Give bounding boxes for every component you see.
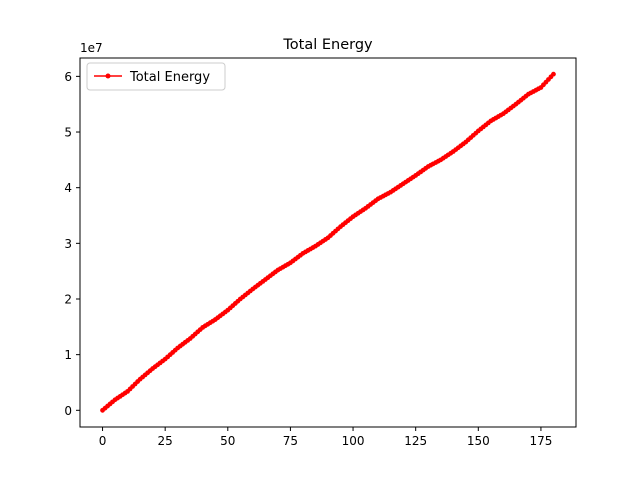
axes: 0 25 50 75 100 125 150 175 0 1 2 3 4 5 6 [64, 57, 577, 448]
x-tick-label: 25 [158, 434, 173, 448]
chart-title: Total Energy [282, 37, 373, 53]
x-tick-label: 0 [99, 434, 107, 448]
y-tick-label: 3 [64, 237, 72, 251]
y-tick-label: 4 [64, 181, 72, 195]
x-tick-label: 100 [342, 434, 365, 448]
y-tick-label: 0 [64, 404, 72, 418]
y-tick-label: 6 [64, 70, 72, 84]
y-tick-label: 5 [64, 126, 72, 140]
data-point [551, 71, 556, 77]
legend-box [86, 62, 226, 91]
y-tick-label: 2 [64, 292, 72, 306]
x-tick-label: 75 [283, 434, 298, 448]
x-tick-label: 125 [404, 434, 427, 448]
plot-area [100, 71, 556, 413]
legend-entry-total-energy: Total Energy [129, 70, 210, 85]
y-offset-label: 1e7 [80, 41, 103, 55]
legend-marker-swatch [105, 73, 111, 79]
x-tick-label: 50 [220, 434, 235, 448]
x-tick-label: 150 [467, 434, 490, 448]
legend: Total Energy [86, 62, 226, 91]
x-tick-label: 175 [529, 434, 552, 448]
axes-frame [79, 57, 577, 428]
y-tick-label: 1 [64, 348, 72, 362]
